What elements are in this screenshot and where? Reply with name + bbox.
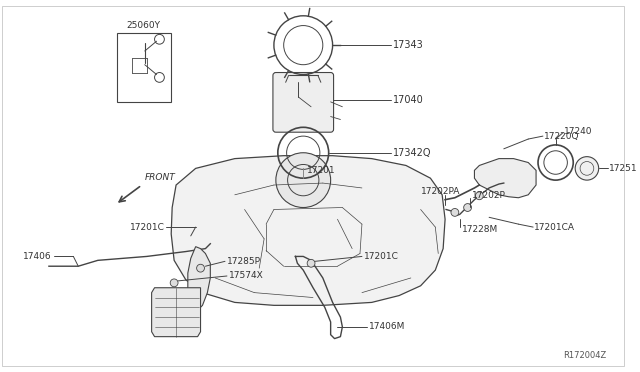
Text: 17406M: 17406M xyxy=(369,323,405,331)
Text: 17343: 17343 xyxy=(393,40,424,50)
Circle shape xyxy=(463,203,472,211)
Text: 17574X: 17574X xyxy=(229,272,264,280)
Text: 25060Y: 25060Y xyxy=(127,21,161,30)
Text: 17202PA: 17202PA xyxy=(420,187,460,196)
Text: 17251: 17251 xyxy=(609,164,638,173)
Polygon shape xyxy=(474,158,536,198)
Circle shape xyxy=(575,157,598,180)
Text: 17201CA: 17201CA xyxy=(534,222,575,232)
Text: 17285P: 17285P xyxy=(227,257,261,266)
Circle shape xyxy=(451,208,459,217)
FancyBboxPatch shape xyxy=(273,73,333,132)
Text: FRONT: FRONT xyxy=(145,173,175,182)
Text: 17240: 17240 xyxy=(563,127,592,136)
Circle shape xyxy=(307,259,315,267)
Text: 17201C: 17201C xyxy=(129,222,164,232)
Text: 17201C: 17201C xyxy=(364,252,399,261)
Circle shape xyxy=(276,153,331,208)
Text: R172004Z: R172004Z xyxy=(563,351,607,360)
Polygon shape xyxy=(152,288,200,337)
Text: 17040: 17040 xyxy=(393,95,424,105)
Circle shape xyxy=(476,192,483,200)
Text: 17202P: 17202P xyxy=(472,191,506,200)
Text: 17201: 17201 xyxy=(307,166,336,175)
Text: 17228M: 17228M xyxy=(461,225,498,234)
Polygon shape xyxy=(188,247,211,312)
Text: 17220Q: 17220Q xyxy=(544,132,579,141)
Text: 17342Q: 17342Q xyxy=(393,148,432,158)
Bar xyxy=(117,33,171,102)
Circle shape xyxy=(196,264,204,272)
Circle shape xyxy=(170,279,178,287)
Polygon shape xyxy=(171,155,445,305)
Text: 17406: 17406 xyxy=(23,252,52,261)
